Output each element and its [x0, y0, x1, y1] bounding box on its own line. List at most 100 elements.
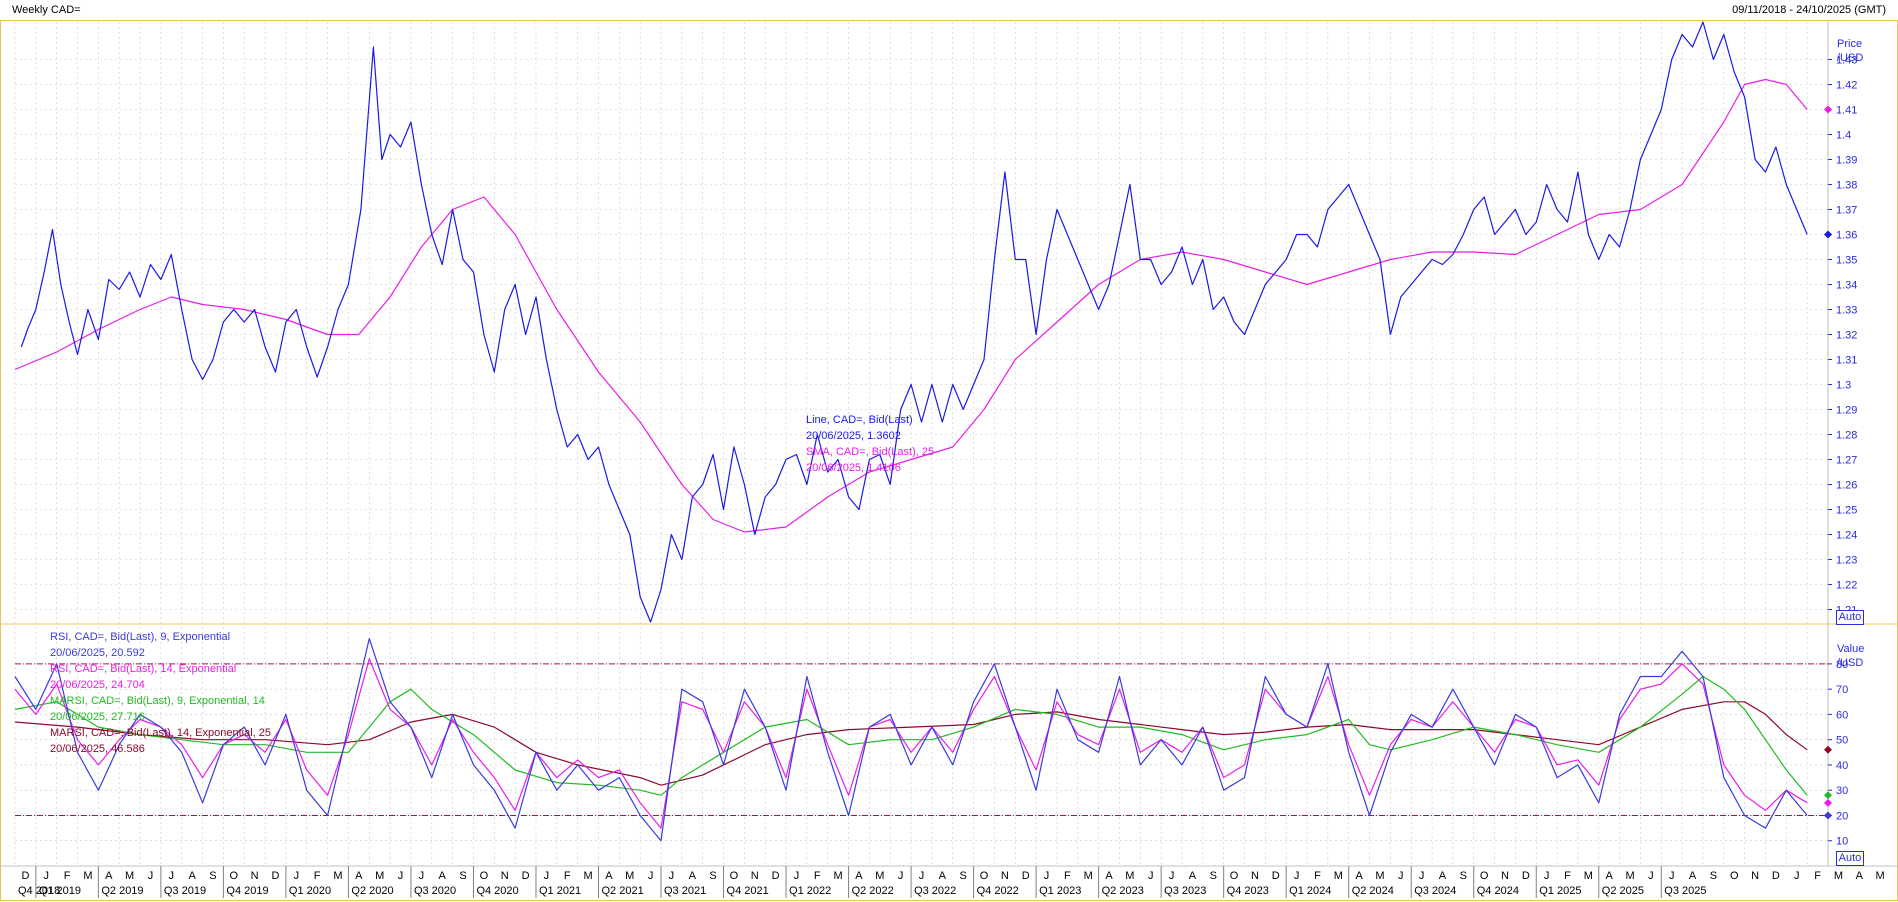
quarter-label: Q4 2022 [977, 885, 1019, 897]
indicator-tick-label: 60 [1836, 709, 1848, 721]
indicator-legend-line-8: 20/06/2025, 46.586 [50, 743, 145, 755]
price-tick-label: 1.41 [1836, 105, 1857, 117]
month-label: M [1125, 870, 1134, 882]
price-tick-label: 1.33 [1836, 305, 1857, 317]
price-tick-label: 1.29 [1836, 405, 1857, 417]
month-label: J [1544, 870, 1550, 882]
month-label: O [1730, 870, 1739, 882]
quarter-label: Q3 2022 [914, 885, 956, 897]
month-label: O [480, 870, 489, 882]
month-label: M [333, 870, 342, 882]
month-label: A [439, 870, 447, 882]
quarter-label: Q4 2020 [476, 885, 518, 897]
indicator-series [14, 637, 1808, 842]
price-legend-line-4: 20/06/2025, 1.4106 [806, 462, 901, 474]
month-label: J [544, 870, 550, 882]
month-label: M [1876, 870, 1885, 882]
grid-lines [14, 22, 1829, 866]
month-label: J [1148, 870, 1154, 882]
price-tick-label: 1.25 [1836, 505, 1857, 517]
indicator-tick-label: 20 [1836, 810, 1848, 822]
quarter-label: Q1 2022 [789, 885, 831, 897]
price-tick-label: 1.28 [1836, 430, 1857, 442]
month-label: J [44, 870, 50, 882]
month-label: F [1814, 870, 1821, 882]
month-label: J [1398, 870, 1404, 882]
month-label: J [794, 870, 800, 882]
price-tick-label: 1.3 [1836, 380, 1851, 392]
price-tick-label: 1.38 [1836, 180, 1857, 192]
price-legend-line-1: Line, CAD=, Bid(Last) [806, 414, 913, 426]
quarter-label: Q2 2024 [1352, 885, 1394, 897]
last-value-marker [1824, 105, 1832, 114]
month-label: M [1375, 870, 1384, 882]
month-label: M [875, 870, 884, 882]
month-label: S [709, 870, 716, 882]
price-tick-label: 1.42 [1836, 80, 1857, 92]
month-label: M [583, 870, 592, 882]
month-label: S [960, 870, 967, 882]
price-legend-line-2: 20/06/2025, 1.3602 [806, 430, 901, 442]
indicator-legend-line-6: 20/06/2025, 27.716 [50, 711, 145, 723]
month-label: A [605, 870, 613, 882]
last-value-markers [1824, 105, 1832, 820]
quarter-label: Q2 2025 [1602, 885, 1644, 897]
series-rsi-9 [14, 637, 1808, 842]
month-label: N [1501, 870, 1509, 882]
month-label: F [314, 870, 321, 882]
quarter-label: Q2 2020 [351, 885, 393, 897]
month-label: J [1648, 870, 1654, 882]
month-label: F [1064, 870, 1071, 882]
indicator-legend-line-1: RSI, CAD=, Bid(Last), 9, Exponential [50, 631, 230, 643]
quarter-label: Q1 2020 [289, 885, 331, 897]
month-label: J [419, 870, 425, 882]
indicator-tick-label: 10 [1836, 836, 1848, 848]
month-label: O [1480, 870, 1489, 882]
price-axis-title: Price [1837, 38, 1862, 50]
indicator-axis-unit: /USD [1837, 657, 1863, 669]
price-series [14, 21, 1808, 623]
indicator-legend-line-2: 20/06/2025, 20.592 [50, 647, 145, 659]
month-label: A [105, 870, 113, 882]
price-tick-label: 1.31 [1836, 355, 1857, 367]
month-label: M [1834, 870, 1843, 882]
month-label: D [21, 870, 29, 882]
price-auto-scale-button[interactable]: Auto [1836, 610, 1864, 625]
month-label: M [1084, 870, 1093, 882]
series-marsi-9 [14, 675, 1808, 796]
month-label: O [980, 870, 989, 882]
price-axis-unit: /USD [1837, 52, 1863, 64]
month-label: J [1169, 870, 1175, 882]
month-label: J [1044, 870, 1050, 882]
rsi-reference-lines [15, 663, 1828, 816]
quarter-label: Q4 2019 [226, 885, 268, 897]
quarter-label: Q4 2021 [727, 885, 769, 897]
price-legend: Line, CAD=, Bid(Last) 20/06/2025, 1.3602… [806, 414, 934, 474]
price-tick-label: 1.35 [1836, 255, 1857, 267]
month-label: A [1856, 870, 1864, 882]
month-label: M [375, 870, 384, 882]
month-label: N [1001, 870, 1009, 882]
month-label: N [751, 870, 759, 882]
quarter-label: Q4 2018 [18, 885, 60, 897]
series-marsi-14 [14, 701, 1808, 786]
quarter-label: Q2 2021 [601, 885, 643, 897]
month-label: M [125, 870, 134, 882]
indicator-tick-label: 40 [1836, 760, 1848, 772]
month-label: J [648, 870, 654, 882]
indicator-auto-scale-button[interactable]: Auto [1836, 851, 1864, 866]
month-label: D [1272, 870, 1280, 882]
price-tick-label: 1.37 [1836, 205, 1857, 217]
month-label: J [1669, 870, 1675, 882]
panel-frames [0, 20, 1898, 901]
price-tick-label: 1.22 [1836, 580, 1857, 592]
month-label: D [772, 870, 780, 882]
month-label: N [251, 870, 259, 882]
price-tick-label: 1.36 [1836, 230, 1857, 242]
month-label: S [459, 870, 466, 882]
quarter-label: Q2 2023 [1102, 885, 1144, 897]
price-tick-label: 1.39 [1836, 155, 1857, 167]
month-label: S [1710, 870, 1717, 882]
month-label: S [1210, 870, 1217, 882]
